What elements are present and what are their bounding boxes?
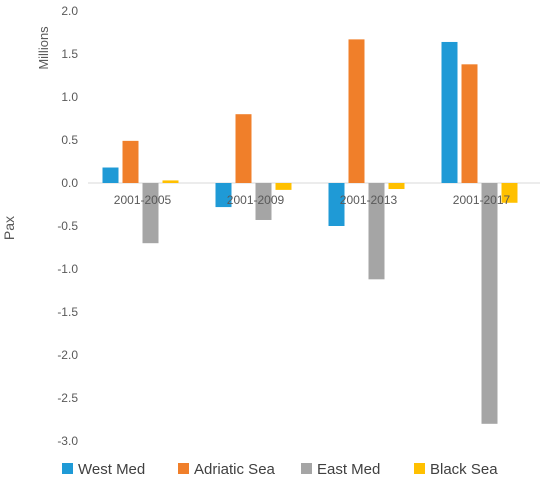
- legend-label: East Med: [317, 461, 380, 478]
- bar-west-med: [441, 41, 458, 184]
- legend-item: East Med: [301, 461, 380, 478]
- category-label: 2001-2005: [114, 193, 172, 207]
- bar-adriatic-sea: [235, 114, 252, 183]
- bar-adriatic-sea: [122, 140, 139, 183]
- bars: [102, 39, 518, 424]
- category-label: 2001-2009: [227, 193, 285, 207]
- legend-swatch: [414, 463, 425, 474]
- legend-label: West Med: [78, 461, 145, 478]
- bar-west-med: [102, 167, 119, 183]
- y-tick-label: -3.0: [57, 434, 78, 448]
- bar-black-sea: [388, 183, 405, 190]
- legend-swatch: [178, 463, 189, 474]
- y-tick-label: -2.5: [57, 391, 78, 405]
- y-tick-label: 1.0: [61, 90, 78, 104]
- y-tick-label: -1.5: [57, 305, 78, 319]
- bar-adriatic-sea: [348, 39, 365, 183]
- category-label: 2001-2017: [453, 193, 511, 207]
- legend-label: Black Sea: [430, 461, 498, 478]
- category-label: 2001-2013: [340, 193, 398, 207]
- y-tick-label: 1.5: [61, 47, 78, 61]
- y-tick-label: -0.5: [57, 219, 78, 233]
- bar-east-med: [142, 183, 159, 244]
- y-tick-label: 0.5: [61, 133, 78, 147]
- bar-east-med: [255, 183, 272, 220]
- legend-label: Adriatic Sea: [194, 461, 276, 478]
- bar-west-med: [215, 183, 232, 208]
- y-axis-ticks: 2.0 1.5 1.0 0.5 0.0 -0.5 -1.0 -1.5 -2.0 -2.5 -3.0: [57, 4, 78, 448]
- bar-black-sea: [501, 183, 518, 203]
- bar-west-med: [328, 183, 345, 226]
- y-tick-label: -2.0: [57, 348, 78, 362]
- category-labels: 2001-2005 2001-2009 2001-2013 2001-2017: [114, 193, 511, 207]
- legend-swatch: [301, 463, 312, 474]
- bar-east-med: [368, 183, 385, 280]
- bar-adriatic-sea: [461, 64, 478, 183]
- legend-item: Black Sea: [414, 461, 498, 478]
- bar-east-med: [481, 183, 498, 424]
- legend: West Med Adriatic Sea East Med Black Sea: [62, 461, 498, 478]
- y-tick-label: -1.0: [57, 262, 78, 276]
- legend-item: Adriatic Sea: [178, 461, 276, 478]
- y-axis-title: Pax: [1, 216, 17, 240]
- legend-swatch: [62, 463, 73, 474]
- legend-item: West Med: [62, 461, 145, 478]
- bar-black-sea: [275, 183, 292, 190]
- y-tick-label: 0.0: [61, 176, 78, 190]
- bar-black-sea: [162, 180, 179, 183]
- y-tick-label: 2.0: [61, 4, 78, 18]
- unit-label: Millions: [36, 26, 51, 70]
